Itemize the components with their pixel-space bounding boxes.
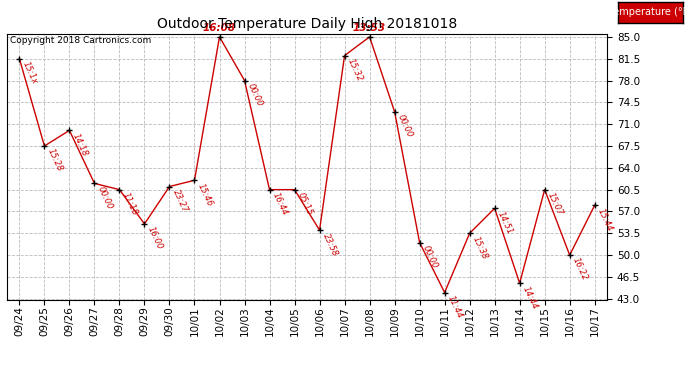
Title: Outdoor Temperature Daily High 20181018: Outdoor Temperature Daily High 20181018 — [157, 17, 457, 31]
Text: 05:15: 05:15 — [296, 191, 315, 217]
Text: 16:00: 16:00 — [146, 225, 164, 251]
Text: 00:00: 00:00 — [396, 113, 415, 139]
Text: 15:28: 15:28 — [46, 147, 64, 173]
Text: Temperature (°F): Temperature (°F) — [609, 7, 690, 17]
Text: 15:07: 15:07 — [546, 191, 564, 217]
Text: 11:44: 11:44 — [446, 294, 464, 320]
Text: 23:58: 23:58 — [321, 231, 339, 258]
Text: 23:27: 23:27 — [171, 188, 189, 214]
Text: 00:00: 00:00 — [96, 185, 115, 211]
Text: 00:00: 00:00 — [246, 82, 264, 108]
Text: 14:51: 14:51 — [496, 210, 515, 236]
Text: 15:44: 15:44 — [596, 207, 615, 232]
Text: Copyright 2018 Cartronics.com: Copyright 2018 Cartronics.com — [10, 36, 151, 45]
Text: 15:38: 15:38 — [471, 235, 489, 261]
Text: 16:08: 16:08 — [203, 23, 236, 33]
Text: 13:53: 13:53 — [353, 23, 386, 33]
Text: 16:22: 16:22 — [571, 256, 589, 282]
Text: 00:00: 00:00 — [421, 244, 440, 270]
Text: 15:46: 15:46 — [196, 182, 215, 208]
Text: 14:18: 14:18 — [71, 132, 89, 158]
Text: 11:18: 11:18 — [121, 191, 139, 217]
Text: 15:1x: 15:1x — [21, 60, 39, 86]
Text: 14:44: 14:44 — [521, 285, 540, 310]
Text: 16:44: 16:44 — [271, 191, 289, 217]
Text: 15:32: 15:32 — [346, 57, 364, 83]
